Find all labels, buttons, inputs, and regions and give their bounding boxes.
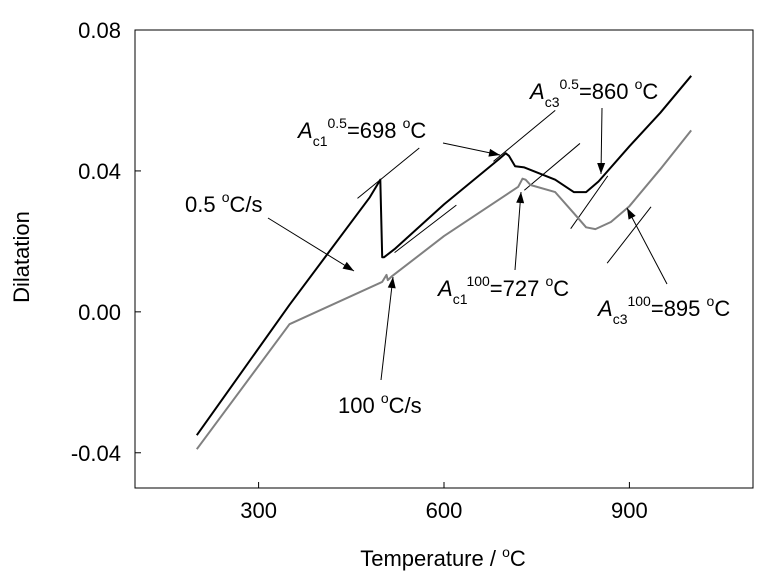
annotation-label: 100 oC/s — [338, 390, 422, 418]
series-lines — [195, 75, 692, 450]
plot-frame — [134, 29, 754, 489]
annotation-label-part: 100 — [627, 293, 651, 309]
annotation-label-part: o — [545, 273, 553, 289]
annotation-label-part: c3 — [545, 94, 560, 110]
annotation-arrow-line — [600, 107, 603, 175]
x-tick-label: 600 — [426, 498, 463, 523]
annotation-label-part: o — [222, 189, 230, 205]
x-axis-label: Temperature / oC — [360, 544, 526, 571]
annotation-label-part: c1 — [313, 133, 328, 149]
series-line-0-5-c-per-s — [195, 75, 692, 436]
series-line-100-c-per-s — [195, 129, 692, 450]
annotation-label-part: =895 — [651, 296, 707, 321]
x-axis-label-degree: o — [502, 544, 510, 560]
annotation-arrowhead — [597, 162, 606, 174]
annotation-label-part: A — [596, 296, 613, 321]
annotation-arrowhead — [516, 192, 525, 204]
annotation-label-part: =698 — [347, 118, 403, 143]
annotation-label-part: 0.5 — [327, 115, 347, 131]
annotation-label-part: o — [707, 293, 715, 309]
annotation-label-part: C — [714, 296, 730, 321]
annotation-label-part: 100 — [466, 273, 490, 289]
y-tick-label: 0.08 — [78, 18, 121, 43]
annotation-label-part: C/s — [389, 393, 422, 418]
annotation-arrow-line — [626, 207, 668, 285]
annotation-arrowhead — [387, 277, 396, 289]
x-axis-label-unit: C — [510, 546, 526, 571]
annotation-label-part: C — [642, 79, 658, 104]
annotation-label-part: C/s — [230, 192, 263, 217]
annotation-label-part: 0.5 — [185, 192, 222, 217]
y-tick-label: -0.04 — [71, 441, 121, 466]
annotation-arrow-line — [514, 191, 522, 271]
axis-labels: Dilatation Temperature / oC — [9, 211, 526, 571]
tangent-line — [394, 204, 457, 254]
x-tick-label: 900 — [611, 498, 648, 523]
annotation-arrow-line — [380, 276, 394, 381]
annotation-arrow-line — [267, 217, 355, 272]
annotation-label: 0.5 oC/s — [185, 189, 263, 217]
annotation-label: Ac3 0.5=860 oC — [528, 76, 658, 110]
annotation-label-part: C — [553, 276, 569, 301]
y-axis-label: Dilatation — [9, 211, 34, 303]
tangent-lines — [357, 109, 652, 264]
annotation-label-part: =860 — [579, 79, 635, 104]
annotation-label-part: C — [410, 118, 426, 143]
annotation-label-part: o — [403, 115, 411, 131]
annotation-arrowhead — [627, 208, 636, 220]
annotation-label-part: A — [436, 276, 453, 301]
annotation-label-part: A — [296, 118, 313, 143]
tangent-line — [357, 147, 420, 199]
tangent-line — [606, 206, 652, 264]
tangent-line — [524, 143, 581, 191]
annotation-label-part: o — [635, 76, 643, 92]
axis-ticks: 300 600 900 -0.04 0.00 0.04 0.08 — [71, 18, 648, 523]
tangent-line — [570, 175, 609, 229]
x-tick-label: 300 — [240, 498, 277, 523]
annotation-label: Ac1 100=727 oC — [436, 273, 569, 307]
y-tick-label: 0.00 — [78, 300, 121, 325]
annotation-label-part: o — [381, 390, 389, 406]
annotation-label: Ac1 0.5=698 oC — [296, 115, 426, 149]
annotation-label-part: =727 — [490, 276, 546, 301]
annotation-arrowhead — [488, 148, 500, 157]
y-tick-label: 0.04 — [78, 159, 121, 184]
tangent-line — [493, 109, 556, 162]
annotation-arrowhead — [342, 261, 354, 271]
annotation-label-part: c1 — [453, 291, 468, 307]
annotation-label-part: 0.5 — [559, 76, 579, 92]
annotation-label-part: c3 — [613, 311, 628, 327]
annotation-label-part: 100 — [338, 393, 381, 418]
annotation-label-part: A — [528, 79, 545, 104]
annotation-label: Ac3 100=895 oC — [596, 293, 730, 327]
x-axis-label-text: Temperature / — [360, 546, 502, 571]
